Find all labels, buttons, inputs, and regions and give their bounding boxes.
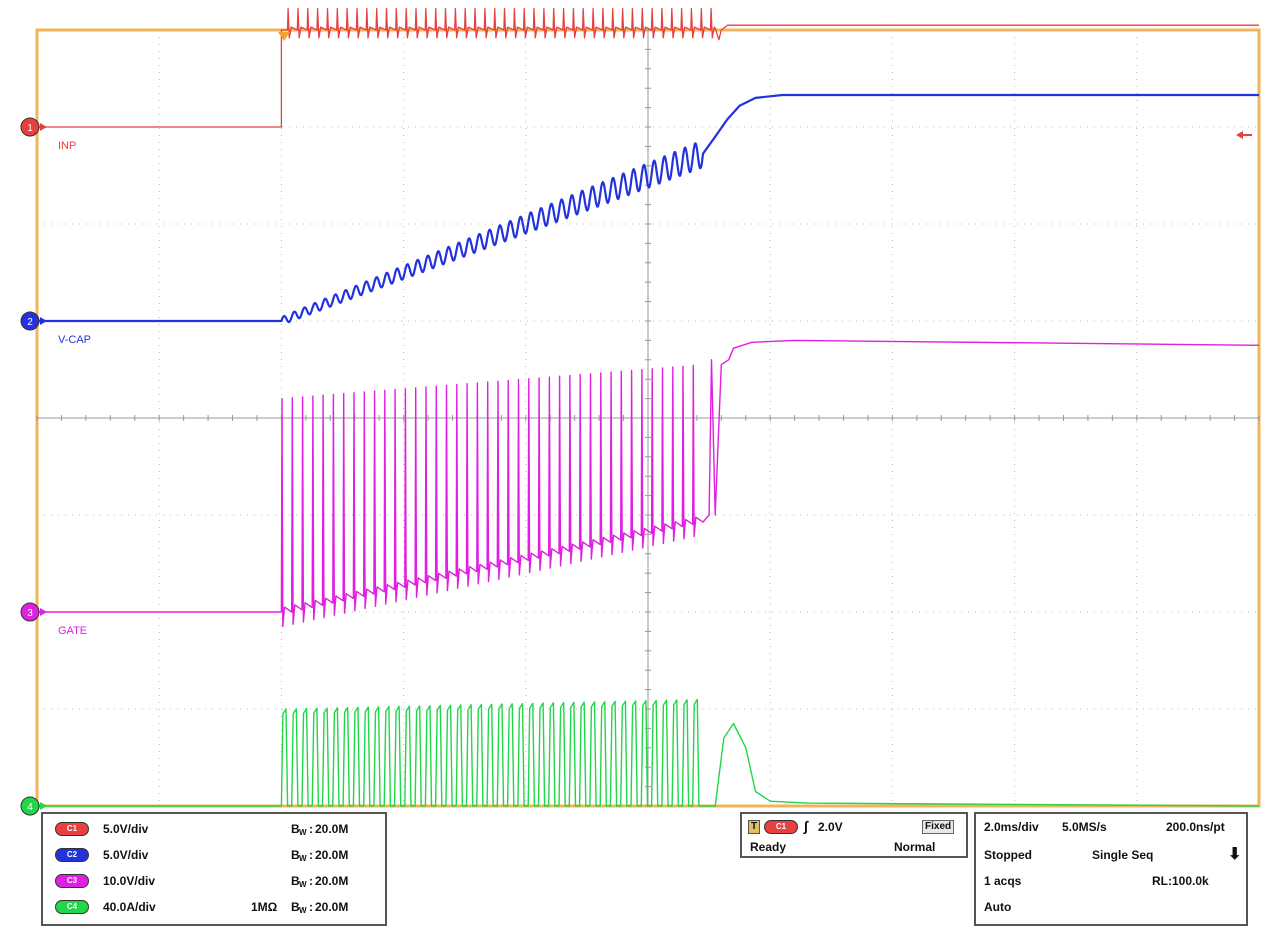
trigger-mode: Normal [894,840,936,854]
timebase[interactable]: 2.0ms/div [984,820,1039,834]
channel-marker-number: 2 [27,317,33,328]
bandwidth-prefix: B [291,900,300,914]
channel-scale: 5.0V/div [103,822,149,836]
acquisition-mode: Auto [984,900,1012,914]
channel-bandwidth: 20.0M [315,848,349,862]
channel-label-ch2: V-CAP [58,334,91,346]
channel-marker-arrow-icon [40,317,47,325]
waveforms [37,8,1260,807]
record-length: RL:100.0k [1152,874,1209,888]
channel-marker-arrow-icon [40,123,47,131]
acquisition-panel[interactable]: 2.0ms/div 5.0MS/s 200.0ns/pt Stopped Sin… [974,812,1248,926]
acquisition-status: Stopped [984,848,1032,862]
channel-marker-ch4[interactable] [20,796,40,816]
trigger-fixed-label: Fixed [922,820,955,834]
trigger-level-arrow-icon [1236,131,1252,139]
waveform-ch1-inp [37,8,1259,128]
acquisition-count: 1 acqs [984,874,1022,888]
waveform-ch3-gate [37,339,1260,628]
channel-badge-c1[interactable]: C1 [55,822,89,836]
trigger-state: Ready [750,840,787,854]
waveform-ch2-vcap [37,93,1259,324]
channel-bandwidth: 20.0M [315,874,349,888]
channel-label-ch3: GATE [58,625,87,637]
bandwidth-prefix: B [291,822,300,836]
channel-badge-c2[interactable]: C2 [55,848,89,862]
channel-bandwidth: 20.0M [315,822,349,836]
channel-row-c1[interactable]: C1 5.0V/div B W : 20.0M [55,820,385,838]
channel-bandwidth: 20.0M [315,900,349,914]
channel-marker-arrow-icon [40,608,47,616]
bandwidth-suffix: W [299,906,307,915]
channel-marker-arrow-icon [40,802,47,810]
channel-label-ch1: INP [58,140,76,152]
trigger-panel[interactable]: T C1 ∫ 2.0V Fixed Ready Normal [740,812,968,858]
channel-row-c4[interactable]: C4 40.0A/div 1MΩ B W : 20.0M [55,898,385,916]
bandwidth-suffix: W [299,854,307,863]
channel-marker-ch1[interactable] [20,117,40,137]
channel-marker-ch2[interactable] [20,311,40,331]
bandwidth-suffix: W [299,880,307,889]
channel-badge-c3[interactable]: C3 [55,874,89,888]
waveform-ch4-il [37,698,1260,807]
down-arrow-icon: ⬇ [1228,846,1242,863]
channel-marker-ch3[interactable] [20,602,40,622]
sample-rate: 5.0MS/s [1062,820,1107,834]
trigger-position-icon [278,32,290,41]
acquisition-sequence: Single Seq [1092,848,1154,862]
trigger-level: 2.0V [818,820,843,834]
bandwidth-prefix: B [291,874,300,888]
resolution: 200.0ns/pt [1166,820,1225,834]
trigger-icon: T [748,820,760,834]
channel-badge-c4[interactable]: C4 [55,900,89,914]
bandwidth-suffix: W [299,828,307,837]
channel-row-c2[interactable]: C2 5.0V/div B W : 20.0M [55,846,385,864]
channel-scale: 40.0A/div [103,900,156,914]
bandwidth-prefix: B [291,848,300,862]
channel-settings-panel: C1 5.0V/div B W : 20.0M C2 5.0V/div B W … [41,812,387,926]
channel-row-c3[interactable]: C3 10.0V/div B W : 20.0M [55,872,385,890]
channel-scale: 10.0V/div [103,874,156,888]
channel-scale: 5.0V/div [103,848,149,862]
trigger-source-badge[interactable]: C1 [764,820,798,834]
channel-marker-number: 3 [27,608,33,619]
channel-impedance: 1MΩ [251,900,278,914]
channel-marker-number: 1 [27,123,33,134]
channel-marker-number: 4 [27,802,33,813]
rising-edge-icon: ∫ [804,818,808,834]
